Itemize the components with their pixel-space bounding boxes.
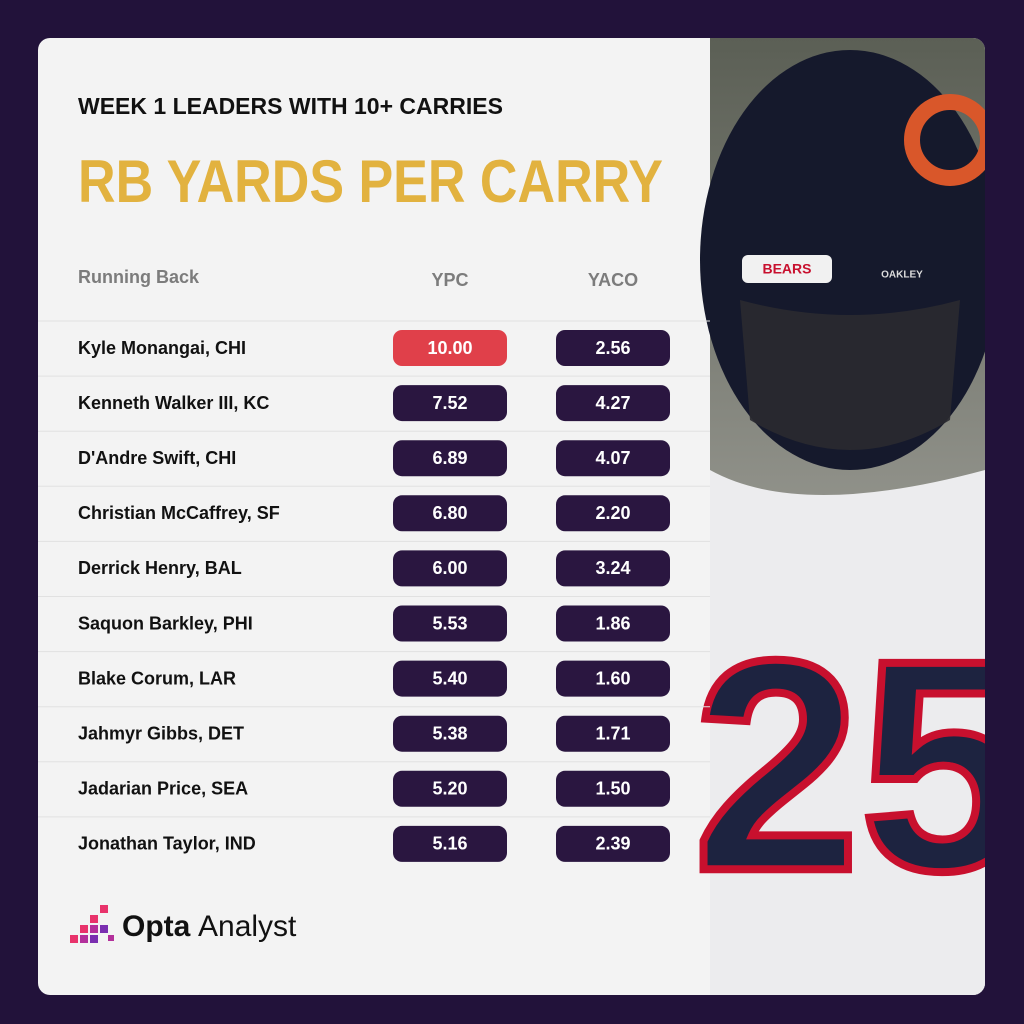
table-body: Kyle Monangai, CHI 10.00 2.56 Kenneth Walke… <box>38 320 710 862</box>
stat-value: 3.24 <box>595 558 630 578</box>
stat-pill <box>556 385 670 422</box>
stat-value: 10.00 <box>427 338 472 358</box>
stat-pill <box>393 550 507 587</box>
stat-value: 1.60 <box>595 668 630 688</box>
stat-pill <box>393 330 507 366</box>
stat-pill <box>556 440 670 477</box>
stat-pill <box>393 605 507 642</box>
stat-value: 6.80 <box>432 503 467 523</box>
stat-pill <box>393 440 507 477</box>
player-name: Kyle Monangai, CHI <box>78 338 246 358</box>
stat-value: 2.39 <box>595 834 630 854</box>
stat-value: 1.50 <box>595 779 630 799</box>
player-photo: BEARS OAKLEY 25 <box>689 38 1024 995</box>
card: BEARS OAKLEY 25 <box>38 38 1024 995</box>
stat-pill <box>556 715 670 752</box>
player-name: Derrick Henry, BAL <box>78 558 242 578</box>
stat-pill <box>556 660 670 697</box>
stat-pill <box>393 495 507 532</box>
jersey-number: 25 <box>693 597 1024 933</box>
player-name: Christian McCaffrey, SF <box>78 503 280 523</box>
stat-value: 6.00 <box>432 558 467 578</box>
stat-value: 5.53 <box>432 613 467 633</box>
player-name: D'Andre Swift, CHI <box>78 448 236 468</box>
helmet-logo <box>904 94 985 186</box>
stat-value: 1.71 <box>595 723 630 743</box>
stat-pill <box>556 770 670 807</box>
stat-value: 5.38 <box>432 723 467 743</box>
title: RB YARDS PER CARRY <box>78 148 663 215</box>
stat-value: 5.16 <box>432 834 467 854</box>
jersey <box>710 470 985 995</box>
logo-icon <box>70 935 78 943</box>
logo: Opta Analyst <box>70 905 297 943</box>
helmet-label: BEARS <box>762 261 811 277</box>
stat-value: 2.20 <box>595 503 630 523</box>
stat-pill <box>556 550 670 587</box>
stat-value: 7.52 <box>432 393 467 413</box>
column-header: YPC <box>431 270 468 290</box>
stat-pill <box>556 495 670 532</box>
player-name: Blake Corum, LAR <box>78 668 236 688</box>
logo-icon <box>100 925 108 933</box>
stat-pill <box>393 660 507 697</box>
player-name: Jonathan Taylor, IND <box>78 834 256 854</box>
logo-icon <box>80 935 88 943</box>
helmet-plate <box>742 255 832 283</box>
stat-value: 5.20 <box>432 779 467 799</box>
logo-icon <box>90 925 98 933</box>
stat-pill <box>393 385 507 422</box>
stat-value: 4.07 <box>595 448 630 468</box>
stat-pill <box>393 770 507 807</box>
logo-brand: Opta <box>122 910 191 943</box>
player-name: Jadarian Price, SEA <box>78 779 248 799</box>
column-header: YACO <box>588 270 638 290</box>
logo-icon <box>80 925 88 933</box>
stat-value: 2.56 <box>595 338 630 358</box>
logo-icon <box>90 915 98 923</box>
stat-value: 1.86 <box>595 613 630 633</box>
logo-product: Analyst <box>198 910 297 943</box>
stat-value: 6.89 <box>432 448 467 468</box>
player-name: Jahmyr Gibbs, DET <box>78 723 244 743</box>
stat-pill <box>393 825 507 862</box>
visor-brand: OAKLEY <box>881 270 923 281</box>
stat-pill <box>393 715 507 752</box>
logo-icon <box>90 935 98 943</box>
subtitle: WEEK 1 LEADERS WITH 10+ CARRIES <box>78 93 503 119</box>
player-name: Saquon Barkley, PHI <box>78 613 253 633</box>
stat-value: 5.40 <box>432 668 467 688</box>
stat-pill <box>556 330 670 366</box>
stat-value: 4.27 <box>595 393 630 413</box>
logo-icon <box>108 935 114 941</box>
stat-pill <box>556 825 670 862</box>
stat-pill <box>556 605 670 642</box>
visor <box>740 300 960 450</box>
logo-icon <box>100 905 108 913</box>
column-header: Running Back <box>78 267 200 287</box>
player-name: Kenneth Walker III, KC <box>78 393 269 413</box>
